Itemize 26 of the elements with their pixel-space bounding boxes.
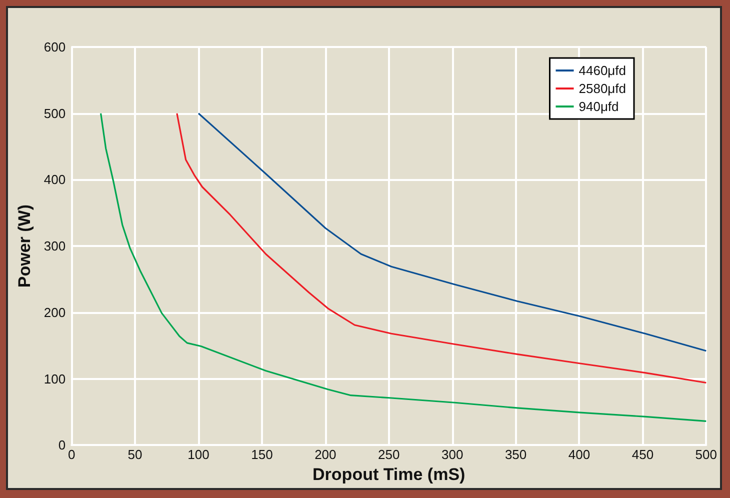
y-tick-label: 600 [44,40,66,54]
y-tick-label: 0 [58,438,66,453]
y-tick-label: 400 [44,172,66,188]
x-tick-label: 250 [378,447,400,462]
y-axis-title: Power (W) [15,204,34,288]
line-series [176,112,707,384]
y-tick-label: 200 [44,304,66,320]
x-tick-label: 500 [695,447,718,462]
y-tick-label: 100 [44,371,66,386]
x-tick-label: 400 [568,447,590,462]
x-tick-label: 0 [68,447,76,462]
x-tick-label: 100 [188,447,210,462]
legend-label: 4460μfd [578,63,626,78]
y-tick-label: 500 [44,106,66,121]
legend-label: 2580μfd [578,81,626,96]
x-tick-label: 450 [632,447,654,462]
x-tick-label: 300 [441,447,464,462]
x-tick-label: 50 [128,447,142,462]
x-tick-label: 200 [314,447,336,462]
x-axis-title: Dropout Time (mS) [312,465,466,484]
line-series [198,112,707,352]
y-tick-label: 300 [44,238,66,254]
line-series [100,112,707,422]
x-tick-label: 150 [251,447,273,462]
legend-label: 940μfd [578,99,619,114]
x-tick-label: 350 [504,447,527,462]
